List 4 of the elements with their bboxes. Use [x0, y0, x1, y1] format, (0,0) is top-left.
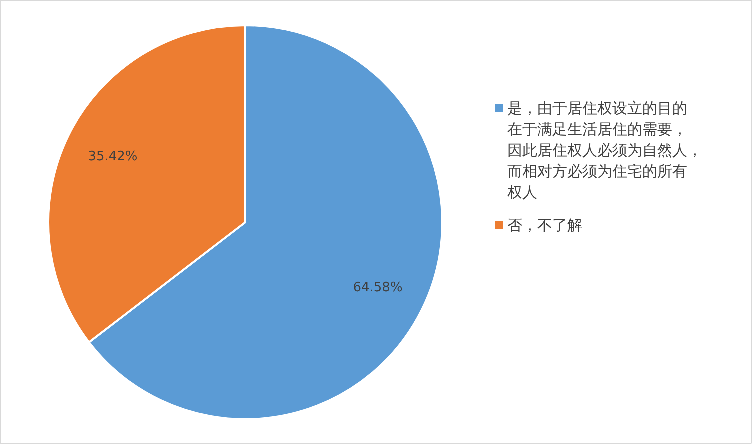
data-label: 35.42%: [88, 150, 138, 165]
legend-label: 否，不了解: [508, 216, 582, 234]
legend-label: 是，由于居住权设立的目的在于满足生活居住的需要，因此居住权人必须为自然人，而相对方必须为住宅的所有权人: [506, 100, 702, 202]
data-label: 64.58%: [353, 280, 403, 296]
